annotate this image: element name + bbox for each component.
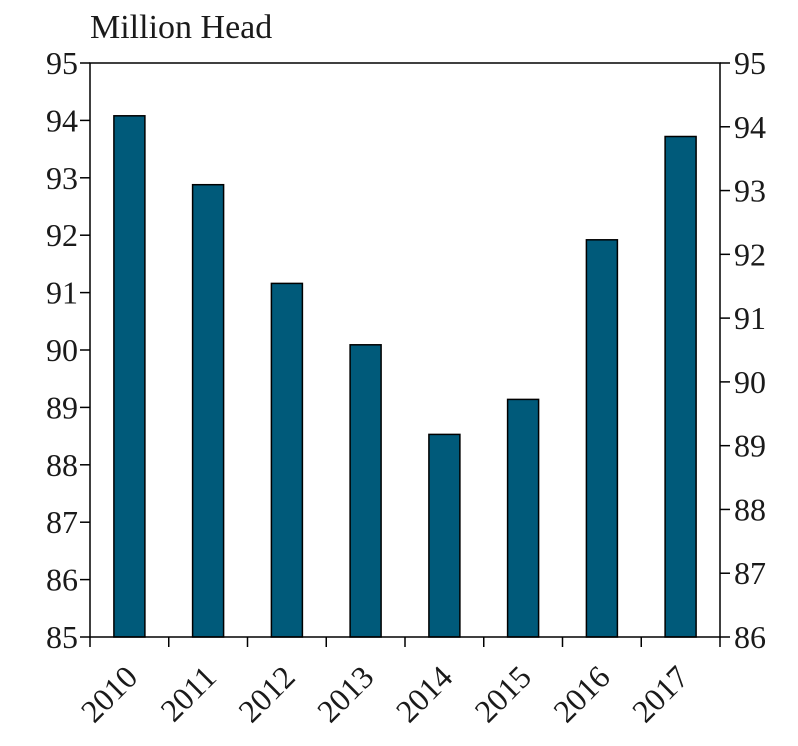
right-tick-label: 86 (734, 619, 766, 655)
left-tick-label: 92 (46, 217, 78, 253)
bar-2012 (270, 282, 304, 638)
bar-2010 (113, 115, 146, 638)
bar-2017 (664, 135, 697, 638)
x-tick-label: 2011 (153, 658, 223, 728)
x-tick-label: 2013 (310, 658, 381, 729)
plot-area: 85 86 87 88 89 90 91 92 93 94 95 86 87 88 89 90 91 92 93 94… (46, 45, 766, 729)
right-tick-label: 89 (734, 428, 766, 464)
plot-frame (89, 62, 721, 638)
left-tick-label: 86 (46, 562, 78, 598)
right-tick-label: 94 (734, 109, 766, 145)
bar-2011 (191, 183, 225, 638)
chart-title: Million Head (90, 9, 272, 46)
left-tick-label: 94 (46, 102, 78, 138)
left-tick-label: 88 (46, 447, 78, 483)
right-tick-label: 95 (734, 45, 766, 81)
right-tick-label: 88 (734, 491, 766, 527)
right-tick-label: 91 (734, 300, 766, 336)
left-tick-label: 95 (46, 45, 78, 81)
left-tick-label: 91 (46, 275, 78, 311)
bar-2013 (349, 344, 382, 638)
left-tick-label: 85 (46, 619, 78, 655)
left-tick-label: 90 (46, 332, 78, 368)
x-tick-label: 2016 (546, 658, 617, 729)
x-tick-label: 2014 (389, 658, 460, 729)
x-tick-label: 2017 (625, 658, 696, 729)
left-tick-label: 87 (46, 504, 78, 540)
left-tick-label: 93 (46, 160, 78, 196)
right-tick-label: 87 (734, 555, 766, 591)
left-tick-label: 89 (46, 389, 78, 425)
x-tick-label: 2012 (231, 658, 302, 729)
right-tick-label: 90 (734, 364, 766, 400)
x-tick-label: 2010 (74, 658, 145, 729)
bar-2014 (428, 433, 461, 638)
bar-2015 (506, 398, 540, 638)
bar-2016 (585, 239, 619, 638)
x-tick-label: 2015 (467, 658, 538, 729)
right-tick-label: 92 (734, 236, 766, 272)
right-tick-label: 93 (734, 173, 766, 209)
